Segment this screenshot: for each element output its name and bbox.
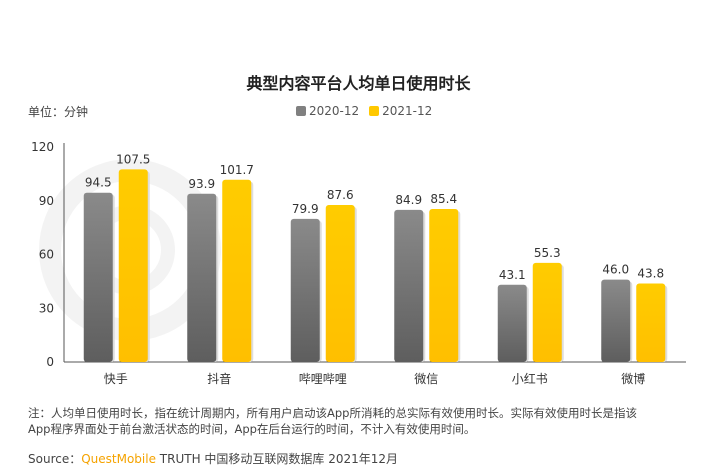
y-tick-label: 0 xyxy=(46,355,54,369)
legend-item-2021: 2021-12 xyxy=(369,104,432,118)
bar-2021-12 xyxy=(325,205,355,362)
data-label: 107.5 xyxy=(116,152,150,166)
bar-2021-12 xyxy=(532,262,562,362)
legend-swatch-2020 xyxy=(296,106,306,116)
footnote-line: 注：人均单日使用时长，指在统计周期内，所有用户启动该App所消耗的总实际有效使用… xyxy=(28,406,637,420)
chart-title: 典型内容平台人均单日使用时长 xyxy=(246,74,471,93)
legend-swatch-2021 xyxy=(369,106,380,116)
legend-item-2020: 2020-12 xyxy=(296,104,359,118)
source-text: TRUTH 中国移动互联网数据库 2021年12月 xyxy=(155,452,399,466)
data-label: 43.8 xyxy=(637,267,664,281)
bar-2020-12 xyxy=(497,284,527,362)
data-label: 85.4 xyxy=(430,192,457,206)
bar-2021-12 xyxy=(222,179,252,362)
bar-2020-12 xyxy=(601,279,631,362)
bar-chart: 0 30 60 90 120 快手 94.5 107.5 抖音 93.9 101.7 哔哩哔哩 79.9… xyxy=(31,140,686,386)
bar-2020-12 xyxy=(290,218,320,362)
data-label: 93.9 xyxy=(188,177,215,191)
x-tick-label: 微博 xyxy=(621,371,645,386)
data-label: 43.1 xyxy=(499,268,526,282)
unit-label: 单位：分钟 xyxy=(28,105,89,119)
source-label: Source： xyxy=(28,452,82,466)
bar-2020-12 xyxy=(187,193,217,362)
legend-label: 2020-12 xyxy=(309,104,360,118)
x-tick-label: 微信 xyxy=(414,372,438,386)
y-tick-label: 30 xyxy=(39,301,54,315)
bar-2020-12 xyxy=(394,209,424,362)
bar-2020-12 xyxy=(83,192,113,362)
data-label: 79.9 xyxy=(292,202,319,216)
data-label: 46.0 xyxy=(602,263,629,277)
data-label: 55.3 xyxy=(534,246,561,260)
y-tick-label: 120 xyxy=(31,140,54,154)
data-label: 84.9 xyxy=(395,193,422,207)
bar-2021-12 xyxy=(429,208,459,362)
y-tick-label: 60 xyxy=(39,248,54,262)
x-tick-label: 抖音 xyxy=(207,371,231,386)
y-tick-label: 90 xyxy=(39,194,54,208)
x-tick-label: 小红书 xyxy=(512,371,548,386)
data-label: 101.7 xyxy=(220,163,254,177)
legend: 2020-12 2021-12 xyxy=(296,104,432,118)
x-tick-label: 快手 xyxy=(104,372,128,386)
footnote: 注：人均单日使用时长，指在统计周期内，所有用户启动该App所消耗的总实际有效使用… xyxy=(28,405,698,437)
data-label: 87.6 xyxy=(327,188,354,202)
source-brand: QuestMobile xyxy=(81,452,156,466)
footnote-line: App程序界面处于前台激活状态的时间，App在后台运行的时间，不计入有效使用时间… xyxy=(28,422,476,436)
source: Source：QuestMobile TRUTH 中国移动互联网数据库 2021… xyxy=(28,450,398,467)
data-label: 94.5 xyxy=(85,176,112,190)
bar-2021-12 xyxy=(636,283,666,362)
bar-2021-12 xyxy=(118,169,148,362)
x-tick-label: 哔哩哔哩 xyxy=(299,372,347,386)
legend-label: 2021-12 xyxy=(382,104,433,118)
